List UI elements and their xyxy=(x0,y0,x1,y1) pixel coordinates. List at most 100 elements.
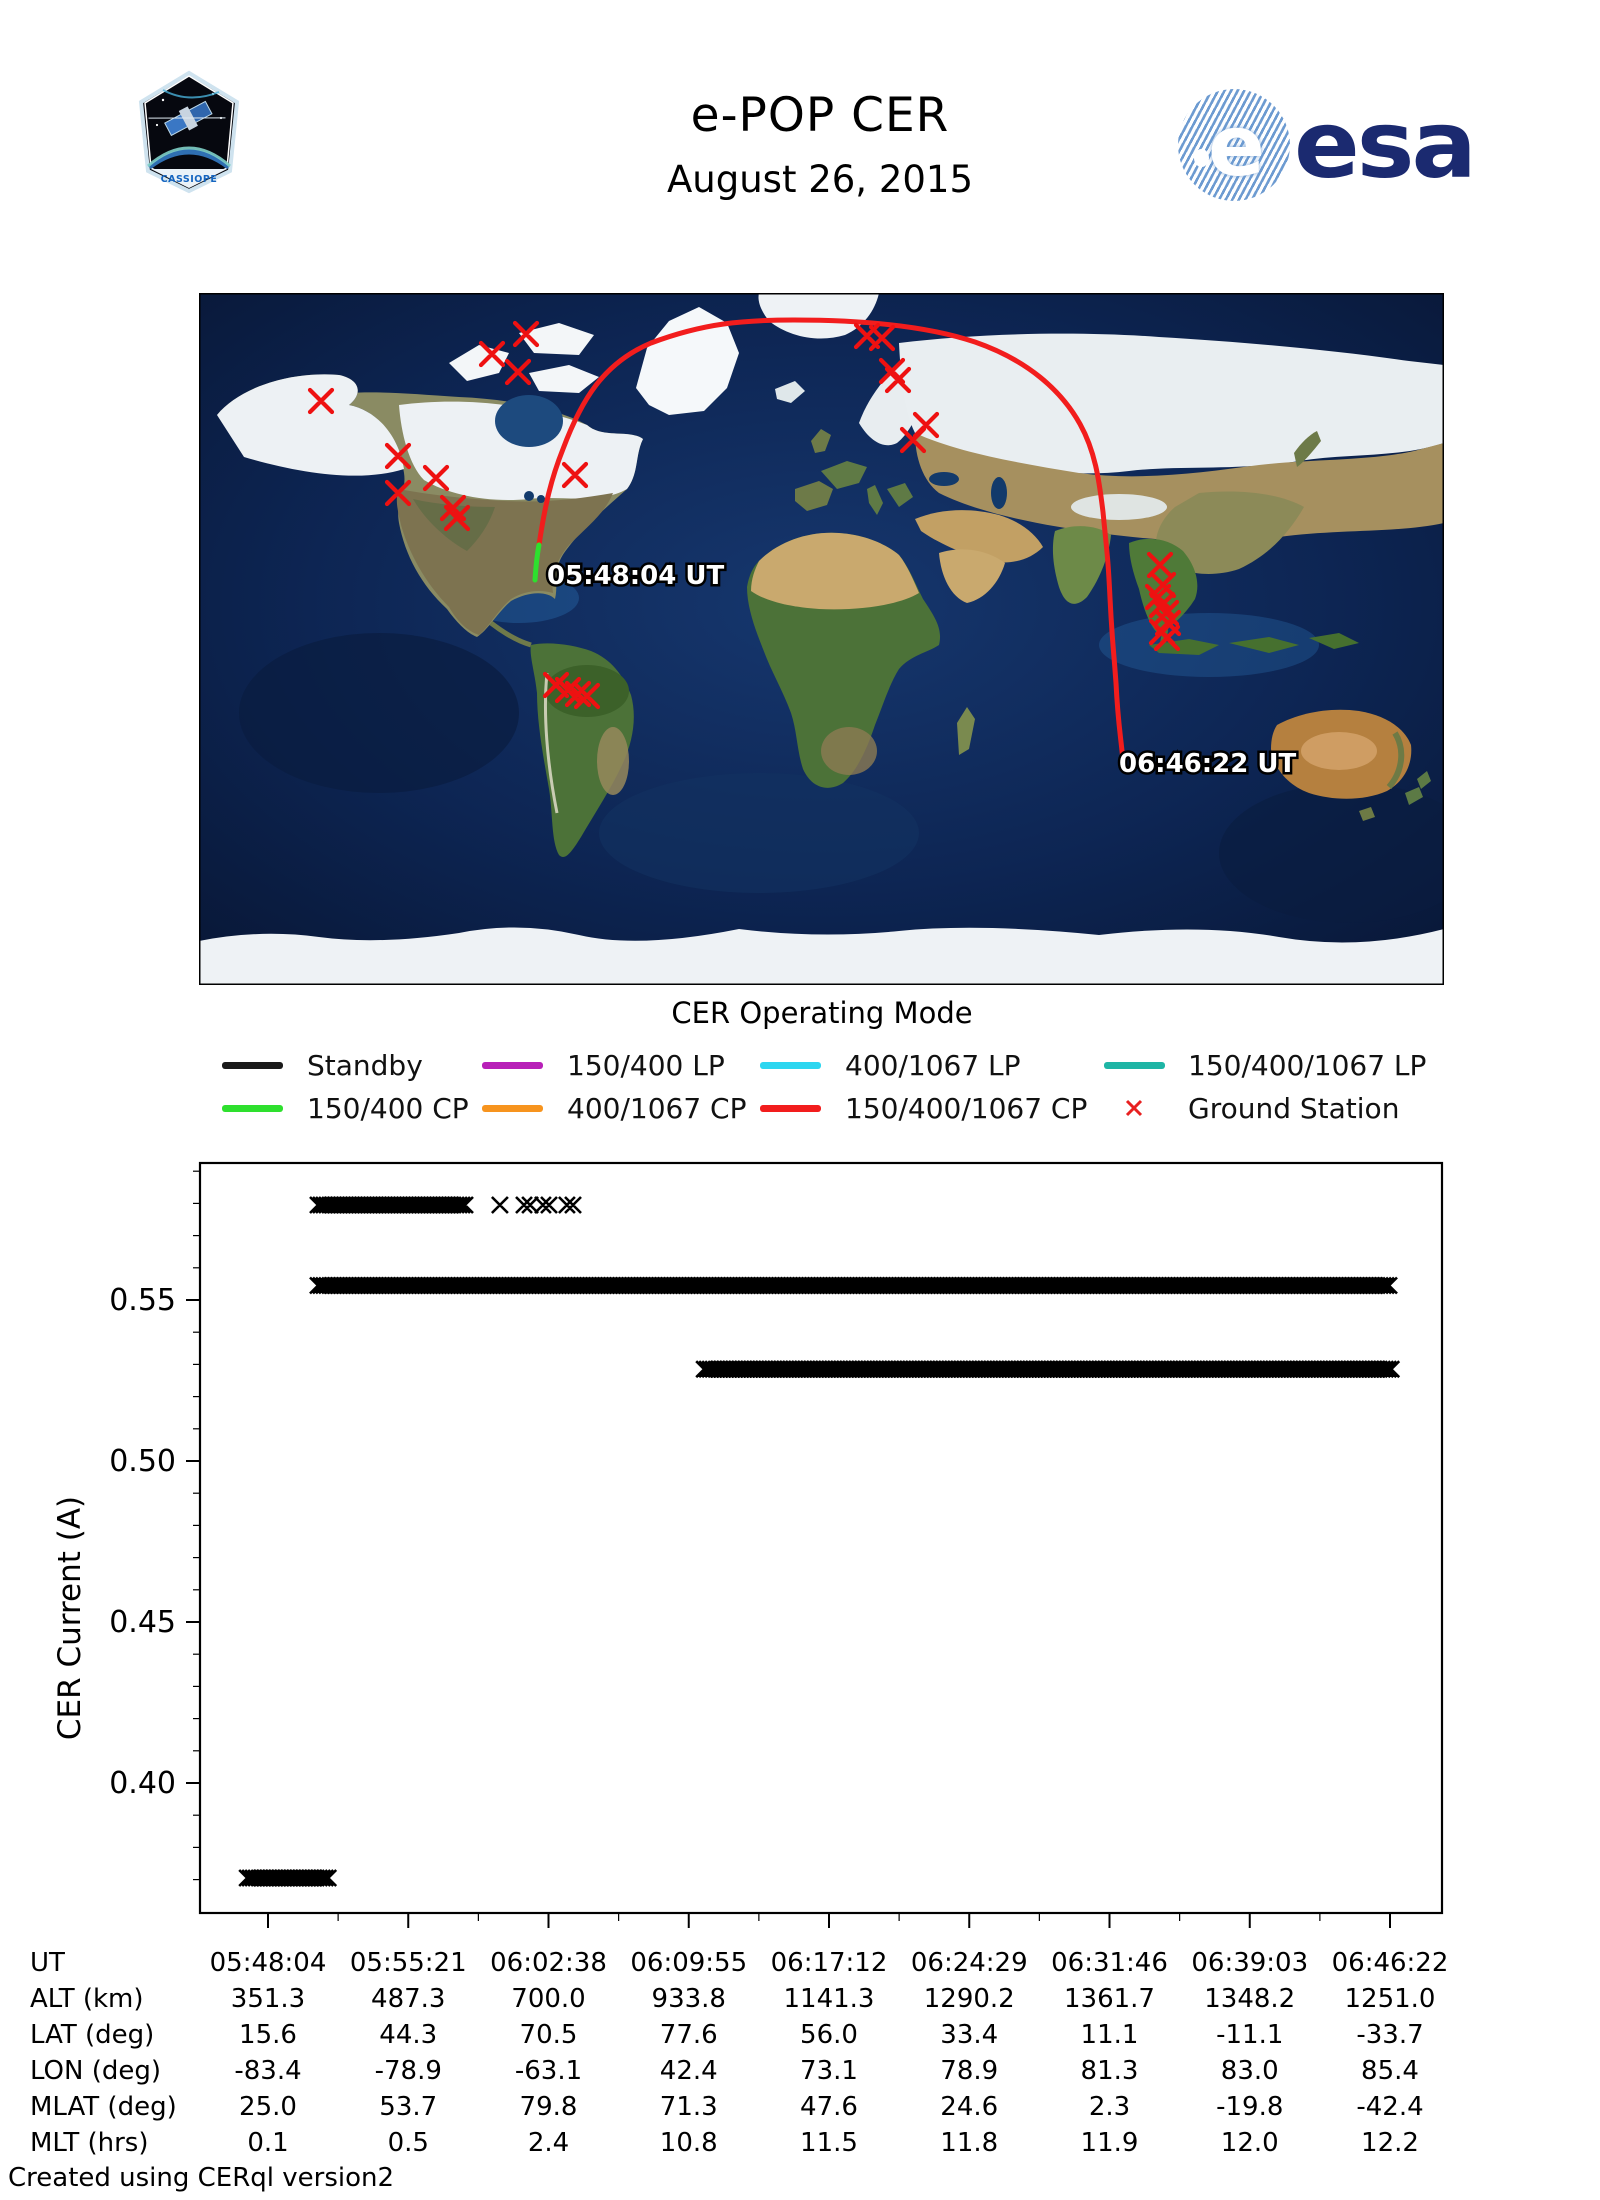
legend-item-label: Ground Station xyxy=(1188,1091,1400,1125)
esa-globe-icon: e xyxy=(1178,88,1290,201)
table-cell: 11.9 xyxy=(1080,2128,1139,2158)
table-row-label: MLT (hrs) xyxy=(30,2128,149,2158)
track-start-time-label: 05:48:04 UT xyxy=(547,561,725,591)
table-cell: 70.5 xyxy=(519,2020,578,2050)
table-row-label: UT xyxy=(30,1948,65,1978)
plot-frame xyxy=(198,1161,1444,1915)
table-cell: 42.4 xyxy=(659,2056,718,2086)
legend-item-400-1067-cp: 400/1067 CP xyxy=(482,1091,747,1125)
legend-item-150-400-1067-cp: 150/400/1067 CP xyxy=(760,1091,1088,1125)
satellite-track-red xyxy=(536,317,1127,773)
ground-station-markers xyxy=(307,320,1182,710)
y-tick-label: 0.45 xyxy=(109,1605,176,1640)
map-landmasses xyxy=(199,293,1444,985)
legend-title: CER Operating Mode xyxy=(671,996,973,1030)
page-date: August 26, 2015 xyxy=(666,158,973,201)
table-cell: 83.0 xyxy=(1220,2056,1279,2086)
patch-shield xyxy=(138,70,240,194)
satellite-track-start-green xyxy=(532,542,542,583)
legend-item-ground-station: Ground Station xyxy=(1104,1091,1400,1125)
table-cell: 15.6 xyxy=(239,2020,297,2050)
table-cell: 73.1 xyxy=(800,2056,858,2086)
table-cell: 1361.7 xyxy=(1064,1984,1155,2014)
table-cell: -42.4 xyxy=(1356,2092,1424,2122)
table-cell: 12.2 xyxy=(1361,2128,1419,2158)
legend-line-swatch xyxy=(760,1104,821,1112)
legend-item-label: Standby xyxy=(307,1048,423,1082)
table-row-label: MLAT (deg) xyxy=(30,2092,177,2122)
legend-line-swatch xyxy=(222,1061,283,1069)
y-tick-label: 0.50 xyxy=(109,1444,176,1479)
cer-current-plot: CER Current (A) 0.55 0.50 0.45 0.40 xyxy=(52,1161,1444,1928)
table-cell: 1290.2 xyxy=(923,1984,1015,2014)
scatter-x-markers xyxy=(238,1196,1401,1887)
table-cell: -78.9 xyxy=(374,2056,442,2086)
y-tick-label: 0.55 xyxy=(109,1283,176,1318)
legend-item-label: 150/400 LP xyxy=(567,1048,725,1082)
legend-item-label: 150/400 CP xyxy=(307,1091,469,1125)
legend-item-400-1067-lp: 400/1067 LP xyxy=(760,1048,1021,1082)
cassiope-mission-patch: CASSIOPE xyxy=(133,70,245,198)
table-row-label: ALT (km) xyxy=(30,1984,144,2014)
table-row-label: LON (deg) xyxy=(30,2056,162,2086)
legend-x-marker-icon xyxy=(1125,1099,1143,1117)
footer-credit: Created using CERql version2 xyxy=(8,2163,395,2193)
table-cell: 05:48:04 xyxy=(209,1948,327,1978)
table-cell: 11.5 xyxy=(800,2128,858,2158)
table-cell: 2.3 xyxy=(1088,2092,1131,2122)
table-cell: 56.0 xyxy=(800,2020,858,2050)
legend-item-150-400-cp: 150/400 CP xyxy=(222,1091,469,1125)
table-cell: 1251.0 xyxy=(1344,1984,1436,2014)
table-cell: 47.6 xyxy=(800,2092,858,2122)
track-end-time-label: 06:46:22 UT xyxy=(1119,749,1297,779)
table-cell: -63.1 xyxy=(514,2056,583,2086)
table-cell: 700.0 xyxy=(511,1984,586,2014)
legend-item-label: 150/400/1067 LP xyxy=(1188,1048,1427,1082)
table-cell: 71.3 xyxy=(659,2092,718,2122)
table-cell: 78.9 xyxy=(940,2056,999,2086)
esa-logo: e esa xyxy=(1178,88,1477,201)
map-svg: 05:48:04 UT 06:46:22 UT xyxy=(199,293,1479,985)
table-cell: 933.8 xyxy=(651,1984,726,2014)
plot-data-markers xyxy=(238,1196,1401,1887)
table-cell: 487.3 xyxy=(371,1984,446,2014)
table-cell: 79.8 xyxy=(519,2092,578,2122)
table-cell: 1141.3 xyxy=(783,1984,875,2014)
table-cell: 10.8 xyxy=(659,2128,718,2158)
table-cell: 05:55:21 xyxy=(349,1948,467,1978)
table-cell: 85.4 xyxy=(1361,2056,1419,2086)
map-border xyxy=(199,293,1444,985)
table-cell: 06:46:22 xyxy=(1331,1948,1449,1978)
cassiope-patch-graphic: CASSIOPE xyxy=(138,70,240,194)
table-cell: -83.4 xyxy=(234,2056,302,2086)
plot-ticks xyxy=(186,1170,1391,1928)
table-cell: 11.1 xyxy=(1080,2020,1139,2050)
legend-item-label: 150/400/1067 CP xyxy=(845,1091,1088,1125)
legend-item-150-400-1067-lp: 150/400/1067 LP xyxy=(1104,1048,1427,1082)
table-row-label: LAT (deg) xyxy=(30,2020,155,2050)
table-cell: 81.3 xyxy=(1080,2056,1139,2086)
table-cell: 33.4 xyxy=(940,2020,999,2050)
table-cell: 0.5 xyxy=(387,2128,429,2158)
world-map: 05:48:04 UT 06:46:22 UT xyxy=(199,293,1479,985)
table-cell: -33.7 xyxy=(1356,2020,1424,2050)
table-cell: 24.6 xyxy=(940,2092,999,2122)
legend-item-standby: Standby xyxy=(222,1048,423,1082)
patch-satellite xyxy=(148,100,226,137)
legend-line-swatch xyxy=(760,1061,821,1069)
table-cell: 53.7 xyxy=(379,2092,438,2122)
table-cell: -19.8 xyxy=(1216,2092,1284,2122)
y-tick-labels: 0.55 0.50 0.45 0.40 xyxy=(109,1283,176,1801)
table-cell: 06:24:29 xyxy=(910,1948,1028,1978)
table-cell: 77.6 xyxy=(659,2020,718,2050)
table-cell: 0.1 xyxy=(247,2128,289,2158)
legend-line-swatch xyxy=(1104,1061,1165,1069)
legend-item-label: 400/1067 CP xyxy=(567,1091,747,1125)
table-cell: 351.3 xyxy=(230,1984,306,2014)
table-cell: 06:17:12 xyxy=(770,1948,888,1978)
legend-item-label: 400/1067 LP xyxy=(845,1048,1021,1082)
table-cell: 06:09:55 xyxy=(630,1948,748,1978)
y-axis-label: CER Current (A) xyxy=(52,1496,88,1740)
page-title: e-POP CER xyxy=(690,88,950,143)
